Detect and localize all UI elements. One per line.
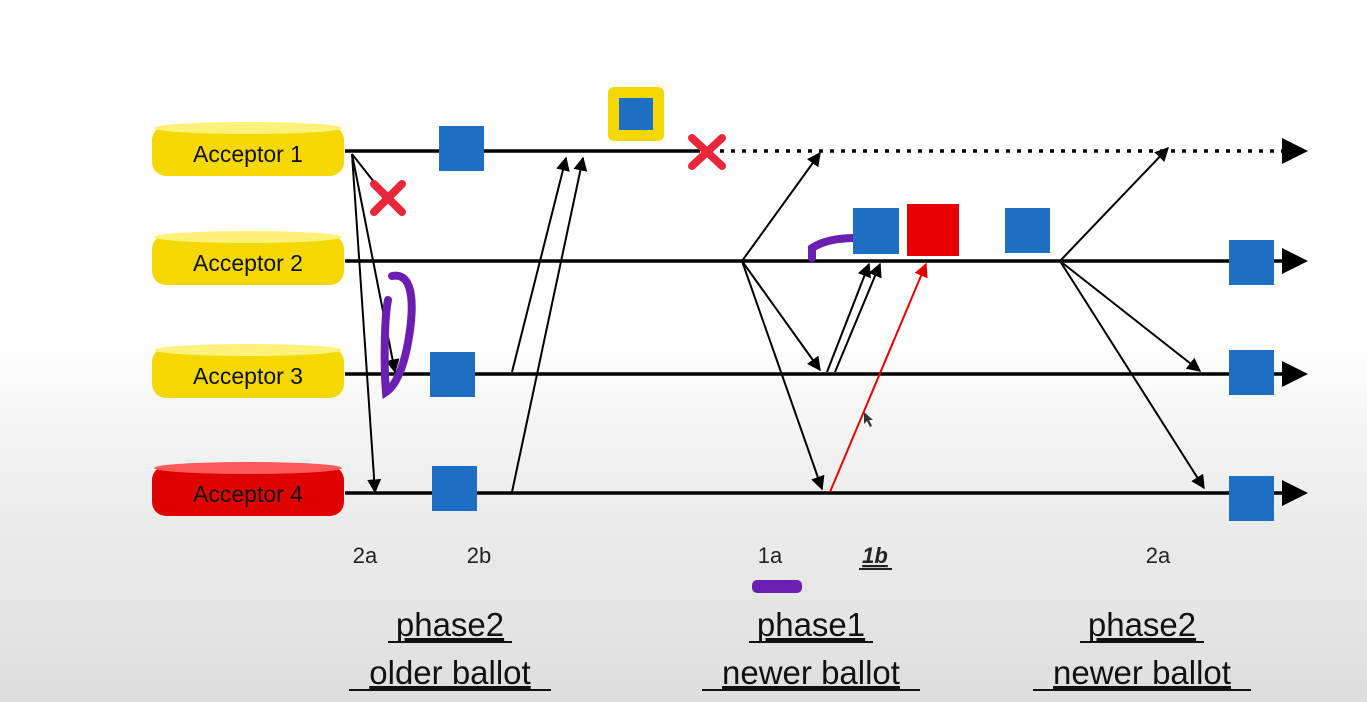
acceptor-1-label: Acceptor 1	[193, 141, 303, 167]
step-label-2b-older: 2b	[467, 543, 491, 568]
phase-label-line2: older ballot	[369, 654, 530, 691]
timeline-acceptor-3	[345, 361, 1308, 387]
phase-label-line2: newer ballot	[722, 654, 900, 691]
step-label-2a-older: 2a	[353, 543, 378, 568]
arrowhead-icon	[1282, 138, 1308, 164]
value-square	[1005, 208, 1050, 253]
value-square	[1229, 476, 1274, 521]
acceptor-3-label: Acceptor 3	[193, 363, 303, 389]
messages-2b-older	[511, 156, 588, 493]
phase-label-line1: phase1	[757, 606, 865, 643]
acceptor-3: Acceptor 3	[152, 344, 344, 398]
timeline-acceptor-1	[345, 138, 1308, 164]
phase-label-line2: newer ballot	[1053, 654, 1231, 691]
acceptor-4-label: Acceptor 4	[193, 481, 303, 507]
step-label-1a: 1a	[758, 543, 783, 568]
messages-1b-newer	[826, 262, 882, 373]
messages-2a-newer	[1059, 146, 1205, 490]
value-square	[432, 466, 477, 511]
step-label-1b: 1b	[862, 543, 888, 568]
phase-label-line1: phase2	[1088, 606, 1196, 643]
cross-mark-icon	[688, 134, 726, 170]
arrowhead-icon	[1282, 480, 1308, 506]
phase-label-older-phase2: phase2 older ballot	[349, 606, 551, 691]
timeline-acceptor-2	[345, 248, 1308, 274]
purple-annotation-hook	[808, 234, 860, 262]
value-square	[430, 352, 475, 397]
chosen-value-highlight	[608, 87, 664, 141]
arrowhead-icon	[1282, 248, 1308, 274]
phase-label-newer-phase2: phase2 newer ballot	[1033, 606, 1251, 691]
acceptor-1: Acceptor 1	[152, 122, 344, 176]
value-square	[1229, 240, 1274, 285]
acceptor-2-label: Acceptor 2	[193, 250, 303, 276]
value-square-red	[907, 204, 959, 256]
cross-mark-icon	[370, 180, 406, 216]
message-1b-red	[829, 262, 928, 493]
cursor-icon	[864, 412, 873, 427]
phase-label-line1: phase2	[396, 606, 504, 643]
timeline-acceptor-4	[345, 480, 1308, 506]
step-label-2a-newer: 2a	[1146, 543, 1171, 568]
purple-annotation-underline	[752, 580, 802, 593]
acceptor-2: Acceptor 2	[152, 231, 344, 285]
arrowhead-icon	[1282, 361, 1308, 387]
phase-label-newer-phase1: phase1 newer ballot	[702, 606, 920, 691]
value-square	[1229, 350, 1274, 395]
value-square	[439, 126, 484, 171]
messages-1a-newer	[741, 151, 825, 491]
purple-annotation-loop	[380, 271, 416, 400]
acceptor-4: Acceptor 4	[152, 462, 344, 516]
value-square	[853, 208, 899, 254]
